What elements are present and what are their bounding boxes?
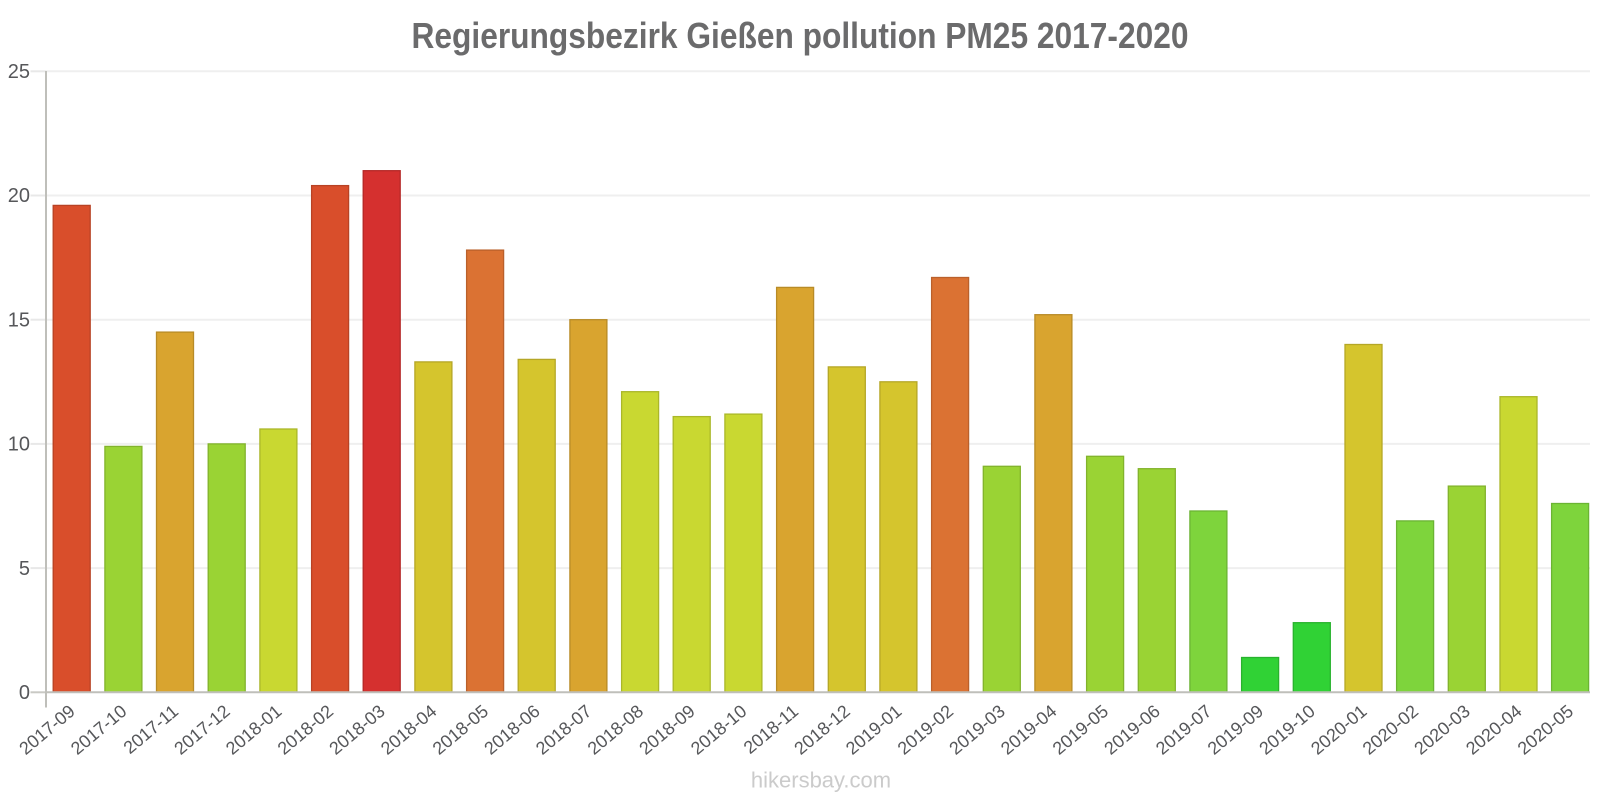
svg-text:25: 25 [8,61,30,83]
svg-text:20: 20 [8,185,30,207]
svg-text:Regierungsbezirk Gießen pollut: Regierungsbezirk Gießen pollution PM25 2… [412,15,1189,56]
svg-text:15: 15 [8,309,30,331]
svg-text:hikersbay.com: hikersbay.com [751,768,891,793]
svg-text:10: 10 [8,434,30,456]
svg-text:5: 5 [19,558,30,580]
svg-text:0: 0 [19,682,30,704]
